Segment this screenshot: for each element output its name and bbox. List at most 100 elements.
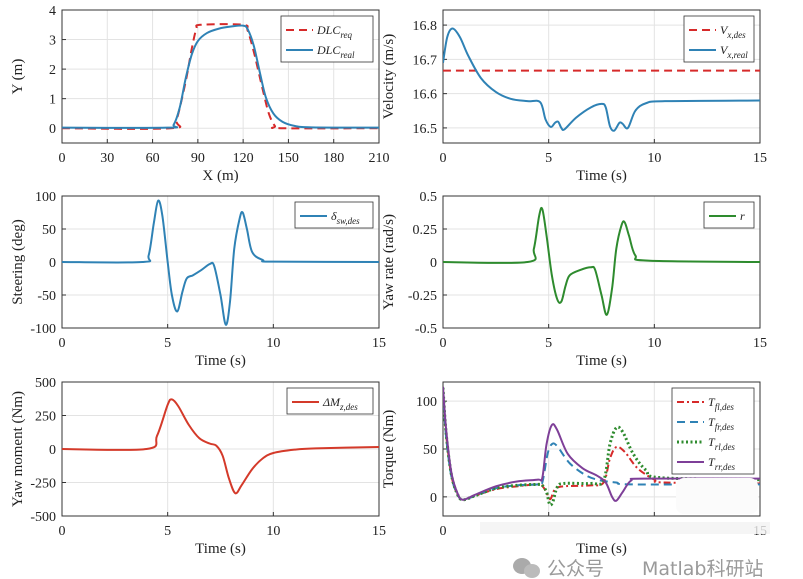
- x-tick-label: 10: [647, 151, 661, 166]
- y-tick-label: 0.25: [413, 223, 438, 238]
- legend-label: r: [740, 209, 745, 223]
- x-tick-label: 5: [545, 336, 552, 351]
- legend-box: [683, 15, 755, 63]
- x-axis-label: Time (s): [576, 353, 627, 369]
- legend-label-main: T: [708, 455, 716, 469]
- legend-label: Tfl,des: [708, 395, 734, 412]
- legend-box: [280, 15, 374, 63]
- legend-label-main: δ: [331, 209, 337, 223]
- x-tick-label: 10: [266, 524, 280, 539]
- x-tick-label: 0: [440, 336, 447, 351]
- series-line-trldes: [443, 387, 760, 507]
- legend-label: Vx,des: [720, 23, 746, 40]
- x-tick-label: 0: [59, 336, 66, 351]
- x-tick-label: 5: [164, 336, 171, 351]
- legend-label-main: ΔM: [322, 395, 341, 409]
- y-axis-label: Steering (deg): [10, 219, 26, 304]
- y-tick-label: 16.6: [413, 88, 438, 103]
- legend-label: DLCreal: [316, 43, 355, 60]
- x-tick-label: 0: [59, 151, 66, 166]
- y-tick-label: -250: [30, 477, 56, 492]
- y-tick-label: 0.5: [420, 190, 438, 205]
- legend-label-sub: sw,des: [337, 216, 361, 226]
- legend: ΔMz,des: [286, 387, 374, 415]
- legend-label: DLCreq: [316, 23, 353, 40]
- y-tick-label: 100: [35, 190, 56, 205]
- subplot-5: 0 5 10 15 -500 -250 0 250 500 Time (s) Yaw moment …: [10, 376, 386, 557]
- legend-label-main: DLC: [316, 43, 341, 57]
- series-line-mzdes: [62, 398, 379, 495]
- y-tick-label: 0: [49, 122, 56, 137]
- x-tick-label: 15: [753, 151, 767, 166]
- y-tick-label: 16.7: [413, 53, 438, 68]
- y-axis-label: Torque (Nm): [381, 410, 397, 489]
- watermark-prefix: 公众号: [547, 558, 604, 579]
- x-tick-label: 10: [647, 336, 661, 351]
- subplot-3: 0 5 10 15 -100 -50 0 50 100 Time (s) Steering (deg…: [10, 190, 386, 369]
- y-tick-label: 0: [49, 443, 56, 458]
- x-axis-label: X (m): [202, 168, 238, 184]
- blur-overlay: [676, 478, 758, 514]
- y-tick-label: 1: [49, 93, 56, 108]
- x-tick-label: 15: [372, 336, 386, 351]
- x-tick-label: 90: [191, 151, 205, 166]
- y-tick-label: -500: [30, 510, 56, 525]
- y-axis-label: Yaw moment (Nm): [10, 391, 26, 507]
- legend-label-sub: req: [340, 30, 352, 40]
- x-tick-label: 0: [440, 524, 447, 539]
- x-tick-label: 15: [753, 336, 767, 351]
- series-line-tfldes: [443, 389, 760, 501]
- y-tick-label: 3: [49, 34, 56, 49]
- y-tick-label: 500: [35, 376, 56, 391]
- x-tick-label: 5: [164, 524, 171, 539]
- y-tick-label: 16.8: [413, 19, 438, 34]
- x-tick-label: 60: [146, 151, 160, 166]
- y-tick-label: 2: [49, 63, 56, 78]
- legend-label-main: T: [708, 435, 716, 449]
- x-tick-label: 150: [278, 151, 299, 166]
- y-axis-label: Yaw rate (rad/s): [381, 214, 397, 310]
- y-tick-label: -0.5: [415, 322, 437, 337]
- x-tick-label: 180: [323, 151, 344, 166]
- legend-label-sub: rr,des: [715, 462, 736, 472]
- legend-label-sub: z,des: [339, 402, 358, 412]
- legend-label-sub: x,des: [726, 30, 746, 40]
- watermark: 公众号 Matlab科研站: [480, 522, 770, 579]
- y-tick-label: 100: [416, 395, 437, 410]
- legend: δsw,des: [294, 201, 374, 229]
- legend-label-main: V: [720, 43, 729, 57]
- legend-label-main: V: [720, 23, 729, 37]
- legend-label-sub: rl,des: [715, 442, 736, 452]
- legend-label-sub: fr,des: [715, 422, 735, 432]
- subplot-2: 0 5 10 15 16.5 16.6 16.7 16.8 Time (s) Velocity (…: [381, 9, 767, 184]
- y-tick-label: 4: [49, 4, 56, 19]
- legend-label: δsw,des: [331, 209, 360, 226]
- series-line-dlcreq: [62, 23, 379, 130]
- x-axis-label: Time (s): [195, 541, 246, 557]
- y-tick-label: -0.25: [408, 289, 437, 304]
- legend-label: Tfr,des: [708, 415, 734, 432]
- legend: r: [703, 201, 755, 229]
- y-tick-label: 0: [49, 256, 56, 271]
- y-tick-label: 0: [430, 491, 437, 506]
- axes-frame: [61, 9, 380, 144]
- y-tick-label: 250: [35, 410, 56, 425]
- watermark-suffix: Matlab科研站: [642, 558, 763, 579]
- legend-label-sub: x,real: [726, 50, 748, 60]
- legend-box: [671, 387, 755, 475]
- y-tick-label: -50: [37, 289, 56, 304]
- x-tick-label: 15: [372, 524, 386, 539]
- legend-label-main: T: [708, 395, 716, 409]
- y-tick-label: 50: [423, 443, 437, 458]
- x-axis-label: Time (s): [576, 168, 627, 184]
- legend-label-main: DLC: [316, 23, 341, 37]
- x-tick-label: 30: [100, 151, 114, 166]
- y-axis-label: Y (m): [10, 59, 26, 95]
- series-line-vxreal: [443, 27, 760, 132]
- legend-label-sub: real: [340, 50, 355, 60]
- x-tick-label: 10: [266, 336, 280, 351]
